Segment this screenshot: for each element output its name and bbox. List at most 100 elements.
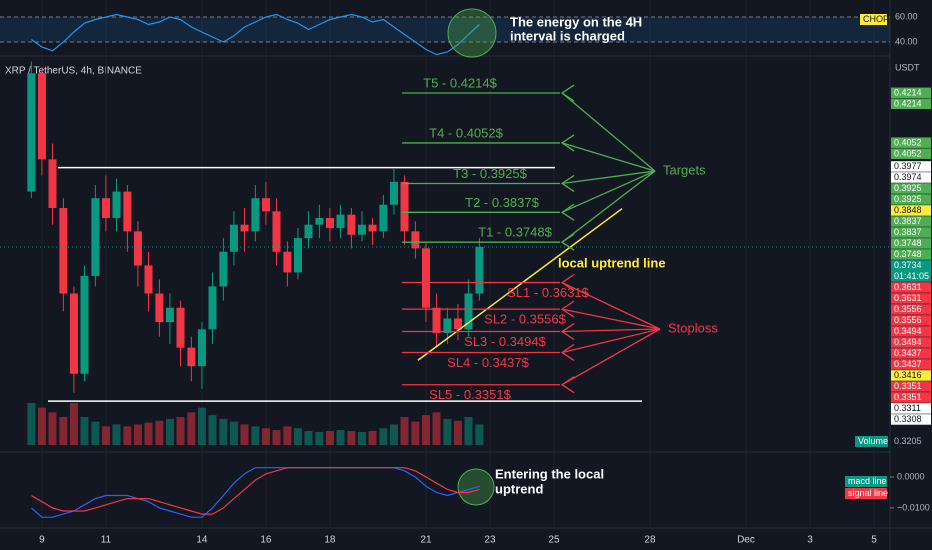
volume-bar [251, 426, 260, 445]
price-tag [891, 304, 931, 315]
volume-bar [187, 412, 196, 445]
candle-body [443, 318, 452, 333]
arrow-head [560, 300, 575, 318]
price-tag-label: 0.3837 [894, 216, 922, 226]
candle-body [155, 293, 164, 323]
price-tag [891, 98, 931, 110]
price-tag [891, 414, 931, 425]
candle-body [176, 307, 185, 348]
candle-body [101, 198, 110, 218]
price-tag [891, 348, 931, 359]
volume-bar [91, 421, 100, 445]
candle-body [240, 224, 249, 232]
candle-body [219, 251, 228, 287]
legend-tag [845, 476, 887, 487]
candle-body [304, 224, 313, 239]
volume-bar [208, 415, 217, 445]
price-tag [891, 326, 931, 337]
volume-bar [112, 424, 121, 445]
price-tag-label: 0.3631 [894, 293, 922, 303]
macd-tick-label: −0.0100 [897, 502, 930, 512]
candle-body [80, 275, 89, 374]
price-tag [891, 293, 931, 304]
volume-bar [293, 428, 302, 445]
candle-body [69, 293, 78, 374]
candle-body [229, 224, 238, 252]
trend-line-label: local uptrend line [558, 256, 666, 271]
price-tag [891, 260, 931, 282]
annotation: uptrend [495, 481, 543, 496]
price-tag [891, 194, 931, 205]
chop-tag [860, 14, 887, 25]
price-tag-label: 0.3311 [894, 403, 921, 413]
price-tag-label: 0.3748 [894, 238, 922, 248]
arrow-head [560, 84, 575, 102]
volume-bar [69, 403, 78, 445]
level-label: SL5 - 0.3351$ [429, 387, 511, 402]
arrow-shaft [561, 92, 656, 172]
volume-bar [400, 417, 409, 445]
arrow-shaft [561, 328, 661, 386]
price-tag [891, 137, 931, 148]
volume-bar [283, 426, 292, 445]
arrow-head [560, 134, 575, 152]
arrow-shaft [561, 170, 656, 213]
volume-bar [176, 417, 185, 445]
candle-body [272, 211, 281, 252]
trend-line [417, 208, 623, 361]
x-tick-label: 5 [871, 535, 877, 546]
level-label: SL4 - 0.3437$ [447, 355, 529, 370]
price-tag-label: 0.4052 [894, 137, 922, 147]
price-tag-label: 0.3837 [894, 227, 922, 237]
price-tag [891, 370, 931, 381]
price-tag [891, 392, 931, 403]
volume-bar [325, 431, 334, 445]
volume-bar [59, 417, 68, 445]
candle-body [133, 231, 142, 266]
price-tag [891, 148, 931, 159]
price-tag [891, 238, 931, 249]
volume-bar [37, 407, 46, 445]
price-tag [891, 227, 931, 238]
volume-bar [304, 431, 313, 445]
volume-bar [219, 418, 228, 445]
chop-tag-label: CHOP [863, 14, 889, 24]
price-tag [891, 205, 931, 216]
price-tag-label: 0.3848 [894, 205, 922, 215]
candle-body [368, 224, 377, 232]
arrow-shaft [562, 328, 661, 333]
price-label: 0.3205 [894, 436, 922, 446]
volume-bar [475, 424, 484, 445]
x-tick-label: 18 [324, 535, 336, 546]
price-tag-label: 0.3437 [894, 348, 922, 358]
volume-bar [240, 424, 249, 445]
x-tick-label: 3 [807, 535, 813, 546]
candle-body [411, 231, 420, 249]
price-tag [891, 337, 931, 348]
arrow-head [560, 203, 575, 221]
price-tag [891, 359, 931, 370]
symbol-title: XRP / TetherUS, 4h, BINANCE [5, 66, 142, 77]
candle-body [197, 329, 206, 367]
price-tag-label: 0.3748 [894, 249, 922, 259]
arrow-head [560, 343, 575, 362]
legend-tag [845, 488, 887, 499]
x-tick-label: 16 [260, 535, 272, 546]
macd-series-line [31, 467, 480, 518]
x-tick-label: 9 [39, 535, 45, 546]
volume-bar [197, 407, 206, 445]
candle-body [315, 217, 324, 225]
volume-bar [101, 426, 110, 445]
candle-body [336, 214, 345, 229]
arrow-head [560, 174, 575, 193]
price-tag-label: 0.4214 [894, 98, 922, 108]
chop-tick-label: 60.00 [895, 11, 918, 21]
price-tag-label: 0.3494 [894, 326, 922, 336]
price-tag-label: 0.3925 [894, 183, 922, 193]
price-tag [891, 282, 931, 293]
volume-bar [155, 420, 164, 445]
group-label: Targets [663, 162, 706, 177]
arrow-shaft [561, 142, 656, 172]
